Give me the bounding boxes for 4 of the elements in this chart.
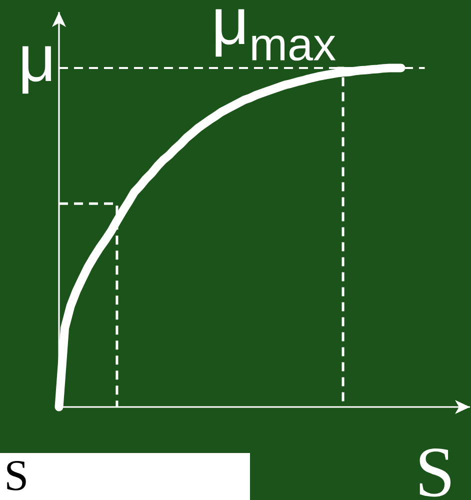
text: S [7,460,26,490]
y-axis-title: μ [22,46,52,94]
ref-line-label: μ$_{max}$ [216,9,336,61]
x-axis-title: S [420,448,450,497]
